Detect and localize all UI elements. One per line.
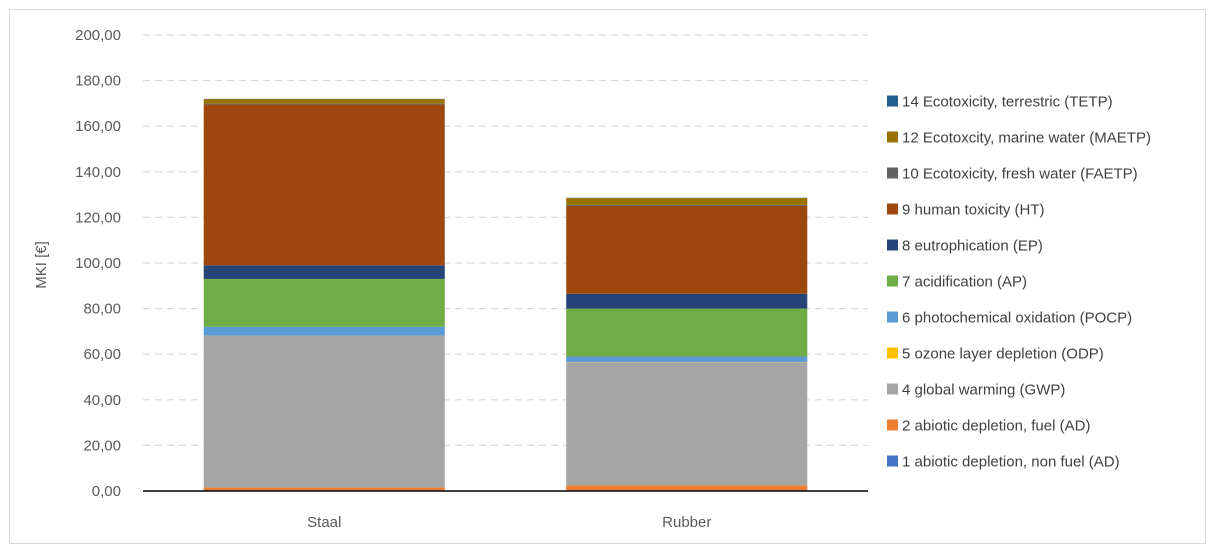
bar-segment — [204, 265, 445, 279]
legend-label: 8 eutrophication (EP) — [902, 238, 1043, 255]
legend-swatch — [887, 168, 898, 179]
legend-swatch — [887, 420, 898, 431]
legend-swatch — [887, 276, 898, 287]
bar-segment — [204, 105, 445, 266]
legend-label: 10 Ecotoxicity, fresh water (FAETP) — [902, 166, 1138, 183]
legend-item: 5 ozone layer depletion (ODP) — [887, 346, 1104, 363]
y-tick-label: 160,00 — [75, 118, 121, 135]
legend-label: 12 Ecotoxcity, marine water (MAETP) — [902, 130, 1151, 147]
bar-segment — [566, 198, 807, 205]
legend-item: 8 eutrophication (EP) — [887, 238, 1043, 255]
legend-swatch — [887, 384, 898, 395]
legend-item: 6 photochemical oxidation (POCP) — [887, 310, 1132, 327]
legend-label: 7 acidification (AP) — [902, 274, 1027, 291]
bar-segment — [566, 205, 807, 206]
legend-swatch — [887, 456, 898, 467]
bar-segment — [566, 356, 807, 361]
bar-segment — [204, 104, 445, 105]
bar-segment — [204, 99, 445, 104]
x-tick-labels: Staal Rubber — [307, 514, 711, 531]
legend-swatch — [887, 204, 898, 215]
legend-swatch — [887, 240, 898, 251]
y-tick-label: 40,00 — [83, 392, 121, 409]
x-tick-label: Staal — [307, 514, 341, 531]
legend-label: 9 human toxicity (HT) — [902, 202, 1045, 219]
bar-segment — [566, 362, 807, 485]
legend-swatch — [887, 348, 898, 359]
legend-label: 14 Ecotoxicity, terrestric (TETP) — [902, 94, 1113, 111]
legend-item: 10 Ecotoxicity, fresh water (FAETP) — [887, 166, 1138, 183]
bar-segment — [204, 327, 445, 336]
bar-segment — [566, 485, 807, 490]
bar-segment — [566, 294, 807, 309]
bars — [204, 99, 808, 491]
y-tick-label: 80,00 — [83, 301, 121, 318]
legend-item: 12 Ecotoxcity, marine water (MAETP) — [887, 130, 1151, 147]
y-tick-label: 100,00 — [75, 255, 121, 272]
y-tick-label: 140,00 — [75, 164, 121, 181]
x-tick-label: Rubber — [662, 514, 711, 531]
bar-segment — [204, 336, 445, 488]
y-tick-label: 20,00 — [83, 437, 121, 454]
legend-item: 14 Ecotoxicity, terrestric (TETP) — [887, 94, 1113, 111]
legend: 14 Ecotoxicity, terrestric (TETP) 12 Ecot… — [887, 94, 1151, 471]
legend-item: 2 abiotic depletion, fuel (AD) — [887, 418, 1090, 435]
y-tick-label: 200,00 — [75, 27, 121, 44]
bar-segment — [566, 206, 807, 294]
y-tick-label: 120,00 — [75, 209, 121, 226]
legend-label: 6 photochemical oxidation (POCP) — [902, 310, 1132, 327]
legend-item: 1 abiotic depletion, non fuel (AD) — [887, 454, 1120, 471]
legend-label: 1 abiotic depletion, non fuel (AD) — [902, 454, 1120, 471]
legend-item: 9 human toxicity (HT) — [887, 202, 1045, 219]
bar-segment — [204, 279, 445, 327]
bar-segment — [204, 488, 445, 491]
legend-item: 7 acidification (AP) — [887, 274, 1027, 291]
legend-label: 4 global warming (GWP) — [902, 382, 1065, 399]
y-axis-label: MKI [€] — [33, 241, 50, 289]
y-tick-label: 0,00 — [92, 483, 121, 500]
bar-segment — [566, 309, 807, 357]
y-tick-labels: 0,00 20,00 40,00 60,00 80,00 100,00 120,00 140,… — [75, 27, 121, 500]
y-tick-label: 180,00 — [75, 73, 121, 90]
legend-label: 2 abiotic depletion, fuel (AD) — [902, 418, 1090, 435]
y-tick-label: 60,00 — [83, 346, 121, 363]
legend-label: 5 ozone layer depletion (ODP) — [902, 346, 1104, 363]
legend-swatch — [887, 132, 898, 143]
legend-item: 4 global warming (GWP) — [887, 382, 1065, 399]
legend-swatch — [887, 96, 898, 107]
legend-swatch — [887, 312, 898, 323]
